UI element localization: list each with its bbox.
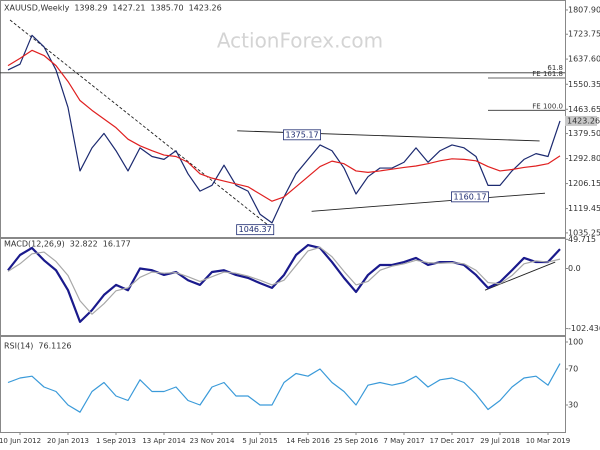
x-tick-label: 5 Jul 2015	[242, 437, 277, 445]
trend-line	[484, 261, 556, 291]
price-title: XAUUSD,Weekly	[4, 4, 70, 13]
last-price: 1423.26	[567, 116, 600, 125]
y-tick-label: 1723.75	[568, 30, 600, 39]
series-line	[7, 49, 561, 202]
annotation-label: 1160.17	[453, 192, 486, 201]
x-tick-label: 10 Jun 2012	[0, 437, 41, 445]
y-tick-label: 1807.90	[568, 5, 600, 14]
x-tick-label: 20 Jan 2013	[47, 437, 89, 445]
x-tick-label: 25 Sep 2016	[334, 437, 379, 445]
x-tick-label: 13 Apr 2014	[142, 437, 186, 445]
x-tick-label: 7 May 2017	[383, 437, 424, 445]
header-value: 16.177	[103, 240, 131, 249]
panel-frame	[0, 238, 566, 336]
y-tick-label: 0.0	[568, 264, 581, 273]
header-value: 76.1126	[38, 342, 71, 351]
macd-title: MACD(12,26,9)	[4, 240, 65, 249]
x-tick-label: 14 Feb 2016	[286, 437, 330, 445]
annotation-box	[236, 224, 275, 236]
reference-label: FE 161.8	[532, 70, 563, 78]
header-value: 1427.21	[112, 4, 145, 13]
x-tick-label: 17 Dec 2017	[430, 437, 475, 445]
y-tick-label: 1463.65	[568, 105, 600, 114]
reference-label: FE 100.0	[532, 102, 563, 110]
header-value: 1423.26	[189, 4, 222, 13]
last-price-box	[565, 115, 597, 126]
series-line	[7, 363, 561, 413]
y-tick-label: 49.715	[568, 235, 596, 244]
panel-frame	[0, 336, 566, 433]
series-line	[7, 246, 561, 315]
annotation-box	[451, 191, 489, 203]
y-tick-label: 1119.45	[568, 204, 600, 213]
series-line	[7, 243, 561, 323]
annotation-label: 1375.17	[285, 130, 318, 139]
y-tick-label: 1637.60	[568, 55, 600, 64]
y-tick-label: 100	[568, 338, 583, 347]
watermark: ActionForex.com	[217, 29, 383, 53]
y-tick-label: 1035.25	[568, 228, 600, 237]
x-tick-label: 29 Jul 2018	[480, 437, 520, 445]
trend-line	[9, 19, 270, 227]
y-tick-label: 1550.35	[568, 80, 600, 89]
y-tick-label: 70	[568, 365, 578, 374]
x-tick-label: 1 Sep 2013	[96, 437, 136, 445]
x-tick-label: 10 Mar 2019	[526, 437, 570, 445]
x-tick-label: 23 Nov 2014	[190, 437, 235, 445]
annotation-box	[283, 129, 321, 141]
trend-line	[311, 192, 546, 212]
y-tick-label: 1379.50	[568, 129, 600, 138]
y-tick-label: 1206.15	[568, 179, 600, 188]
header-value: 1385.70	[151, 4, 184, 13]
header-value: 32.822	[70, 240, 98, 249]
annotation-label: 1046.37	[239, 225, 272, 234]
header-value: 1398.29	[74, 4, 107, 13]
y-tick-label: -102.436	[568, 324, 600, 333]
rsi-title: RSI(14)	[4, 342, 33, 351]
y-tick-label: 1292.80	[568, 154, 600, 163]
y-tick-label: 30	[568, 401, 578, 410]
reference-label: 61.8	[547, 64, 563, 72]
